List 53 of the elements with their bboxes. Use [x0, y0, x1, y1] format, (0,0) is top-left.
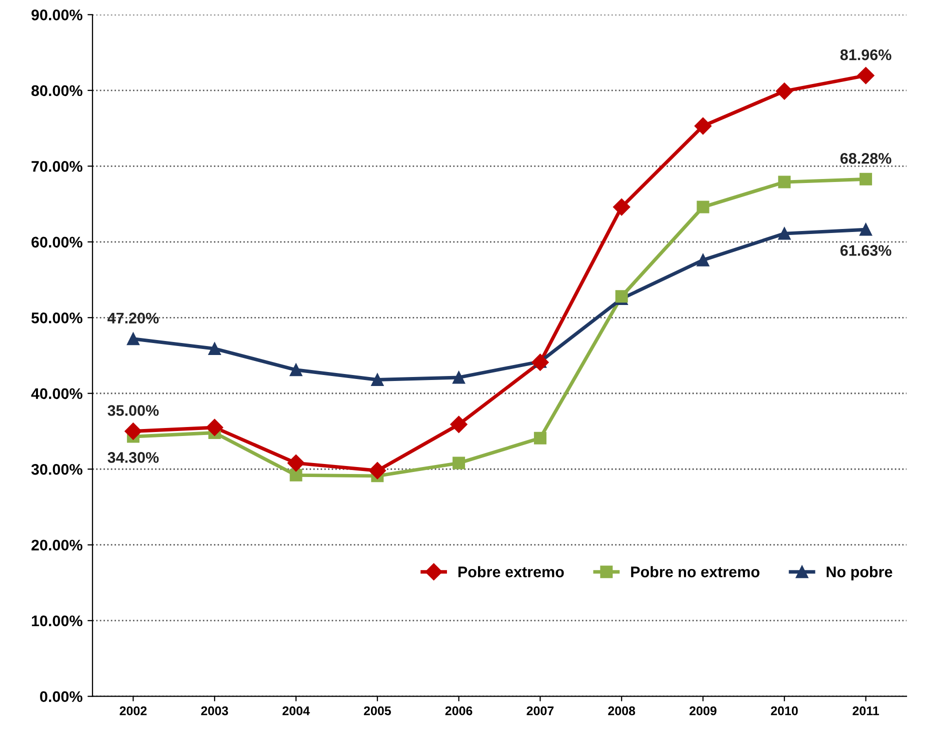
y-tick-label: 80.00% [31, 85, 82, 96]
point [287, 454, 305, 472]
y-tick-label: 90.00% [31, 10, 82, 20]
point [613, 198, 630, 216]
x-tick-label: 2005 [364, 706, 391, 716]
legend-label: Pobre no extremo [631, 566, 760, 578]
point [450, 416, 468, 433]
data-label: 61.63% [840, 245, 892, 256]
point [778, 227, 791, 240]
data-label: 68.28% [840, 153, 892, 164]
y-tick-label: 20.00% [31, 540, 82, 551]
y-tick-label: 50.00% [31, 312, 82, 324]
y-tick-label: 30.00% [31, 464, 82, 475]
x-tick-label: 2003 [201, 706, 228, 716]
y-tick-label: 40.00% [31, 388, 82, 400]
point [696, 200, 710, 214]
legend-label: Pobre extremo [458, 566, 564, 578]
x-tick-label: 2010 [770, 706, 798, 716]
x-tick-label: 2008 [608, 706, 636, 716]
point [126, 332, 140, 346]
x-tick-label: 2007 [526, 706, 554, 716]
data-label: 81.96% [840, 49, 892, 60]
x-tick-label: 2004 [282, 706, 310, 716]
point [857, 67, 874, 84]
y-tick-label: 0.00% [40, 691, 82, 702]
data-label: 47.20% [108, 312, 159, 324]
x-tick-label: 2009 [690, 706, 716, 716]
y-tick-label: 60.00% [32, 236, 82, 248]
point [206, 418, 224, 436]
point [124, 422, 142, 440]
point [532, 354, 549, 371]
point [776, 82, 793, 100]
y-tick-label: 10.00% [32, 615, 82, 626]
point [290, 364, 302, 376]
point [696, 254, 710, 266]
point [860, 223, 872, 236]
point [368, 462, 386, 480]
point [371, 373, 384, 386]
point [694, 117, 712, 135]
point [452, 456, 466, 470]
point [208, 342, 221, 355]
data-label: 35.00% [108, 405, 159, 416]
y-tick-label: 70.00% [32, 161, 82, 172]
x-tick-label: 2002 [120, 706, 147, 716]
legend-label: No pobre [826, 566, 892, 580]
data-label: 34.30% [108, 452, 159, 463]
x-tick-label: 2011 [852, 706, 880, 716]
point [452, 371, 466, 384]
point [290, 468, 302, 482]
point [534, 432, 546, 444]
x-tick-label: 2006 [445, 706, 472, 716]
point [778, 176, 791, 188]
point [860, 172, 872, 186]
